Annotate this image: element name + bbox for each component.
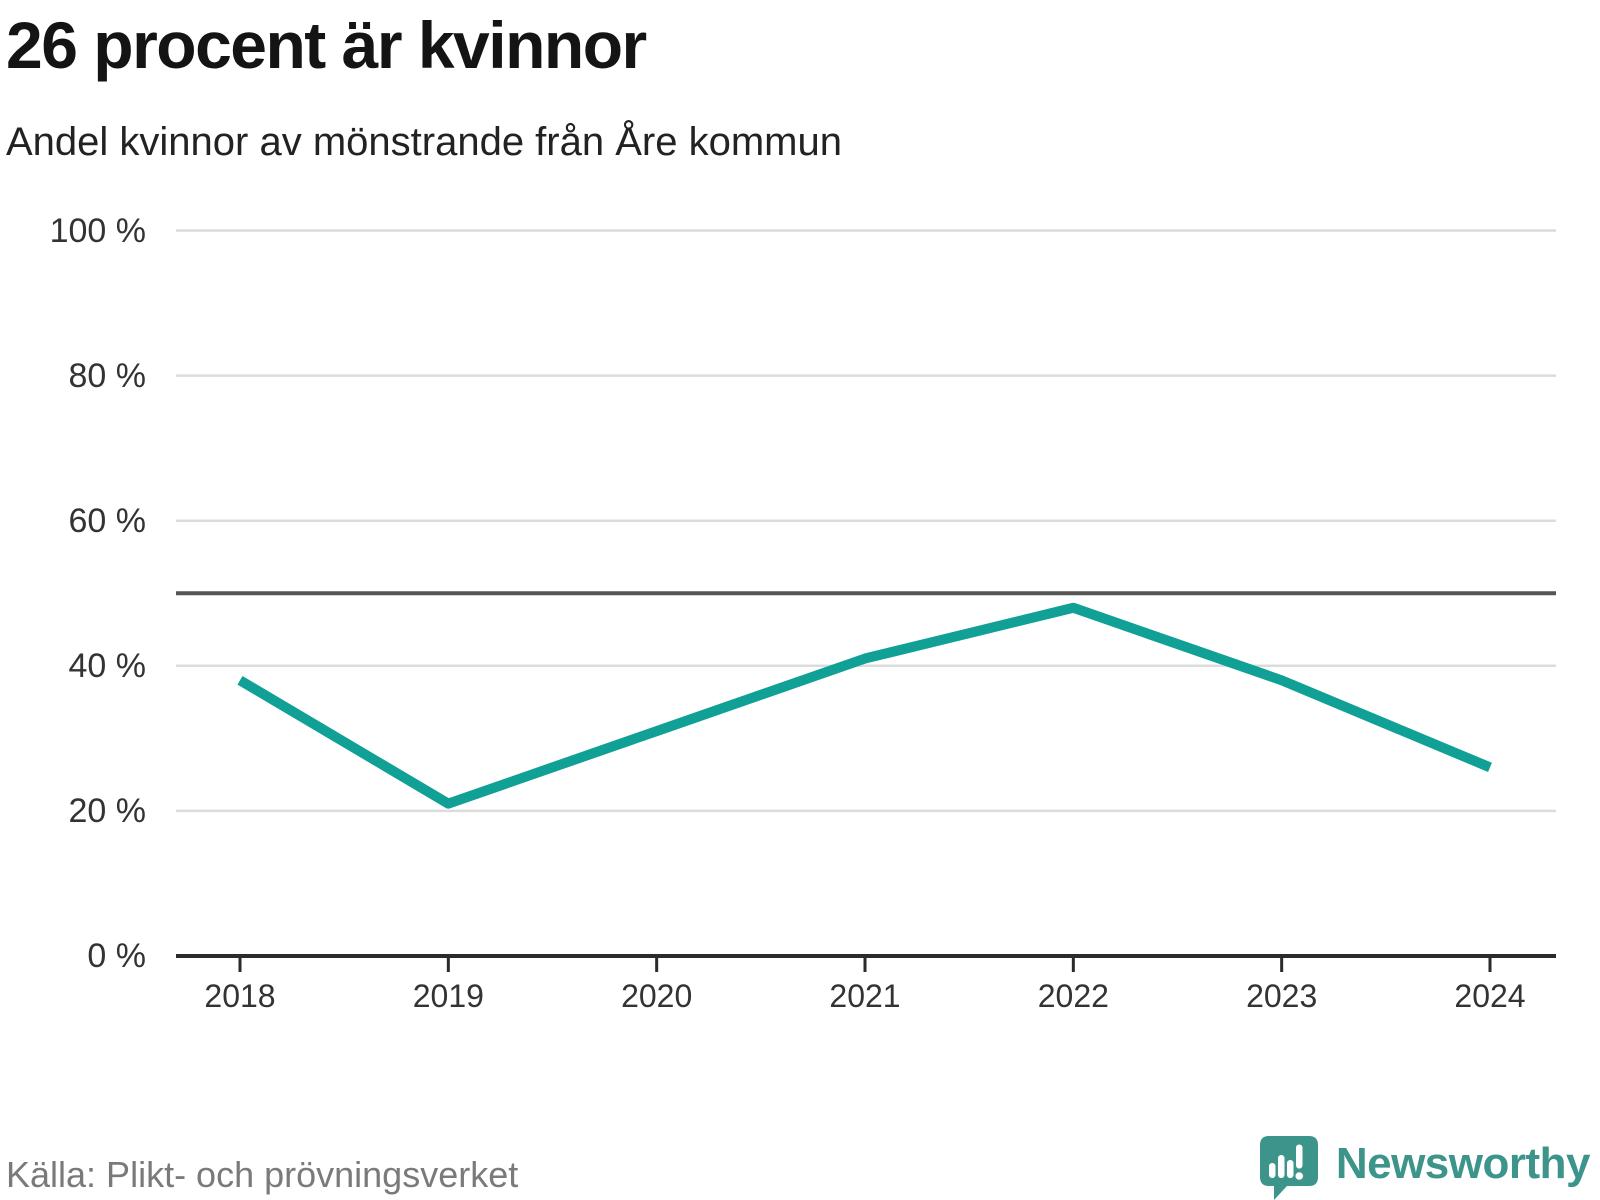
y-tick-label-80: 80 %	[68, 356, 147, 395]
y-tick-label-100: 100 %	[49, 211, 146, 250]
y-tick-label-40: 40 %	[68, 646, 147, 685]
x-tick-label-2020: 2020	[621, 978, 693, 1014]
source-note: Källa: Plikt- och prövningsverket	[6, 1154, 519, 1195]
y-tick-label-60: 60 %	[68, 501, 147, 540]
x-tick-label-2023: 2023	[1246, 978, 1318, 1014]
chart-title: 26 procent är kvinnor	[6, 8, 647, 82]
y-tick-label-20: 20 %	[68, 791, 147, 830]
y-tick-label-0: 0 %	[87, 937, 146, 975]
newsworthy-logo: Newsworthy	[1259, 1136, 1591, 1200]
data-line	[237, 602, 1492, 809]
x-tick-label-2019: 2019	[412, 978, 484, 1014]
chart-subtitle: Andel kvinnor av mönstrande från Åre kom…	[6, 120, 842, 164]
x-tick-label-2022: 2022	[1037, 978, 1109, 1014]
newsworthy-logo-text: Newsworthy	[1335, 1139, 1591, 1188]
x-tick-label-2018: 2018	[204, 978, 276, 1014]
newsworthy-logo-icon	[1259, 1136, 1318, 1200]
x-tick-label-2024: 2024	[1454, 978, 1526, 1014]
x-tick-label-2021: 2021	[829, 978, 901, 1014]
